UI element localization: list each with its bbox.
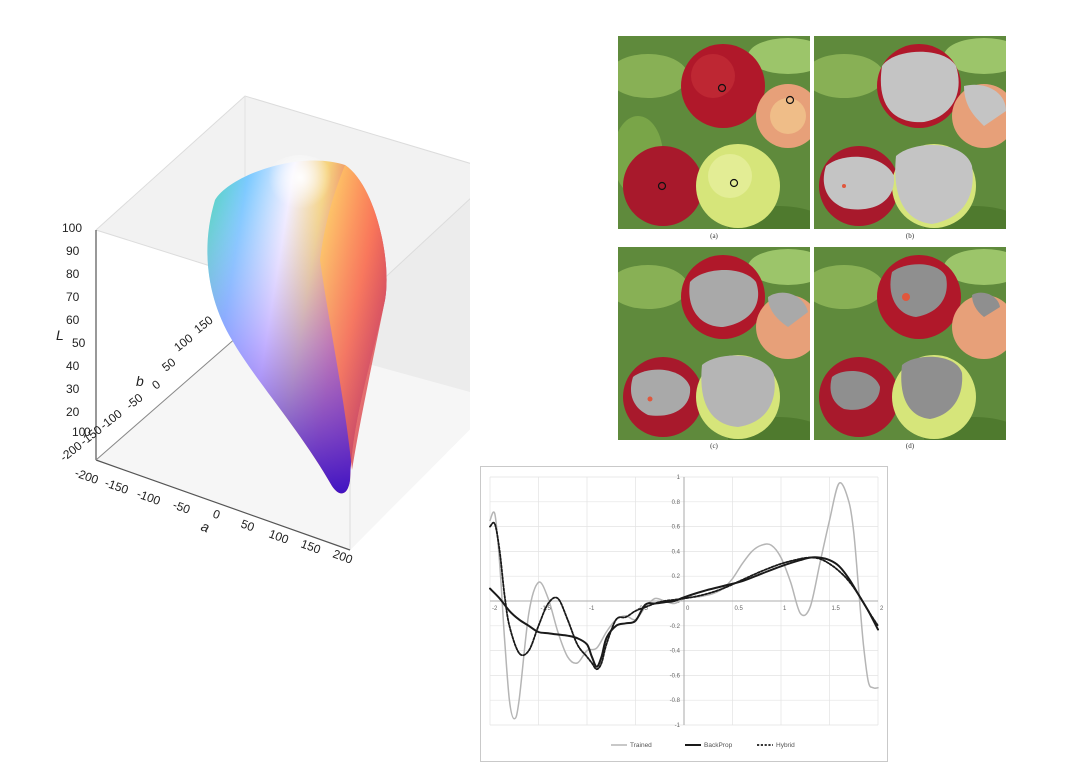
series-line-backprop xyxy=(489,556,879,668)
segmentation-mask xyxy=(880,51,959,123)
apple-panel-b xyxy=(814,36,1006,229)
L-tick: 20 xyxy=(66,405,80,419)
panel-label-d: (d) xyxy=(905,442,915,450)
L-tick: 60 xyxy=(66,313,80,327)
L-tick: 70 xyxy=(66,290,80,304)
L-tick: 100 xyxy=(62,221,82,235)
x-tick-label: 2 xyxy=(880,606,884,612)
L-tick: 40 xyxy=(66,359,80,373)
apple-panel-d xyxy=(814,247,1006,440)
panel-label-b: (b) xyxy=(905,232,915,240)
y-tick-label: -0.6 xyxy=(670,673,681,679)
function-approximation-chart: 1 0.8 0.6 0.4 0.2 0 -0.2 -0.4 -0.6 -0.8 -1 -2 -1.5 -1… xyxy=(480,466,888,762)
legend-label: Hybrid xyxy=(776,742,795,749)
L-tick: 50 xyxy=(72,336,86,350)
b-axis-line xyxy=(95,329,246,461)
x-tick-label: -1 xyxy=(589,606,595,612)
y-tick-label: -0.2 xyxy=(670,624,681,630)
y-tick-label: 0.2 xyxy=(672,574,681,580)
red-apple-bottom xyxy=(623,146,703,226)
a-tick: 200 xyxy=(331,547,355,567)
a-tick: 100 xyxy=(267,527,291,547)
y-tick-label: -0.8 xyxy=(670,698,681,704)
y-tick-label: 0.6 xyxy=(672,525,681,531)
L-tick: 30 xyxy=(66,382,80,396)
a-tick: 0 xyxy=(211,507,222,523)
y-tick-label: 1 xyxy=(677,475,681,481)
x-tick-label: -2 xyxy=(492,606,498,612)
a-tick: -50 xyxy=(171,498,192,517)
a-tick: -200 xyxy=(73,466,101,487)
a-tick: -100 xyxy=(135,487,163,508)
b-tick: -50 xyxy=(123,390,146,412)
series-line-hybrid xyxy=(489,521,879,671)
x-tick-label: 0 xyxy=(686,606,690,612)
a-tick: 50 xyxy=(239,517,257,535)
a-axis-line xyxy=(95,459,351,551)
y-tick-label: -1 xyxy=(675,723,681,729)
chart-legend: Trained BackProp Hybrid xyxy=(611,742,795,749)
box-floor xyxy=(96,330,470,550)
L-tick: 90 xyxy=(66,244,80,258)
L-tick: 10 xyxy=(72,425,86,439)
y-tick-label: -0.4 xyxy=(670,649,681,655)
lab-color-solid-figure: 100 90 80 70 60 50 40 30 20 10 0 L -200 … xyxy=(56,95,470,567)
legend-label: Trained xyxy=(630,742,652,749)
apple-panel-a xyxy=(618,36,810,229)
y-tick-label: 0.8 xyxy=(672,500,681,506)
a-tick: -150 xyxy=(103,476,131,497)
b-tick: 0 xyxy=(149,377,163,392)
panel-label-a: (a) xyxy=(710,232,718,240)
b-tick: 150 xyxy=(191,313,216,337)
y-tick-label: 0.4 xyxy=(672,549,681,555)
apple-segmentation-figure: (a) (b) xyxy=(616,36,1010,450)
x-tick-label: 1.5 xyxy=(832,606,841,612)
chart-series xyxy=(489,482,879,720)
b-tick: -100 xyxy=(97,406,125,432)
L-axis-label: L xyxy=(56,327,64,343)
b-tick: 50 xyxy=(159,355,178,374)
apple-panel-c xyxy=(618,247,810,440)
b-tick: 100 xyxy=(171,331,196,355)
b-axis-label: b xyxy=(136,373,144,389)
x-tick-label: 0.5 xyxy=(735,606,744,612)
L-tick: 80 xyxy=(66,267,80,281)
L-axis-ticks: 100 90 80 70 60 50 40 30 20 10 0 L xyxy=(56,221,91,439)
L-tick: 0 xyxy=(84,425,91,439)
panel-label-c: (c) xyxy=(710,442,718,450)
a-axis-label: a xyxy=(199,518,212,536)
legend-label: BackProp xyxy=(704,742,733,749)
line-chart-svg: 10.80.60.40.20-0.2-0.4-0.6-0.8-1-2 -1.5 -1… xyxy=(489,475,884,749)
x-tick-label: 1 xyxy=(783,606,787,612)
a-tick: 150 xyxy=(299,537,323,557)
color-gamut-solid xyxy=(207,155,387,494)
